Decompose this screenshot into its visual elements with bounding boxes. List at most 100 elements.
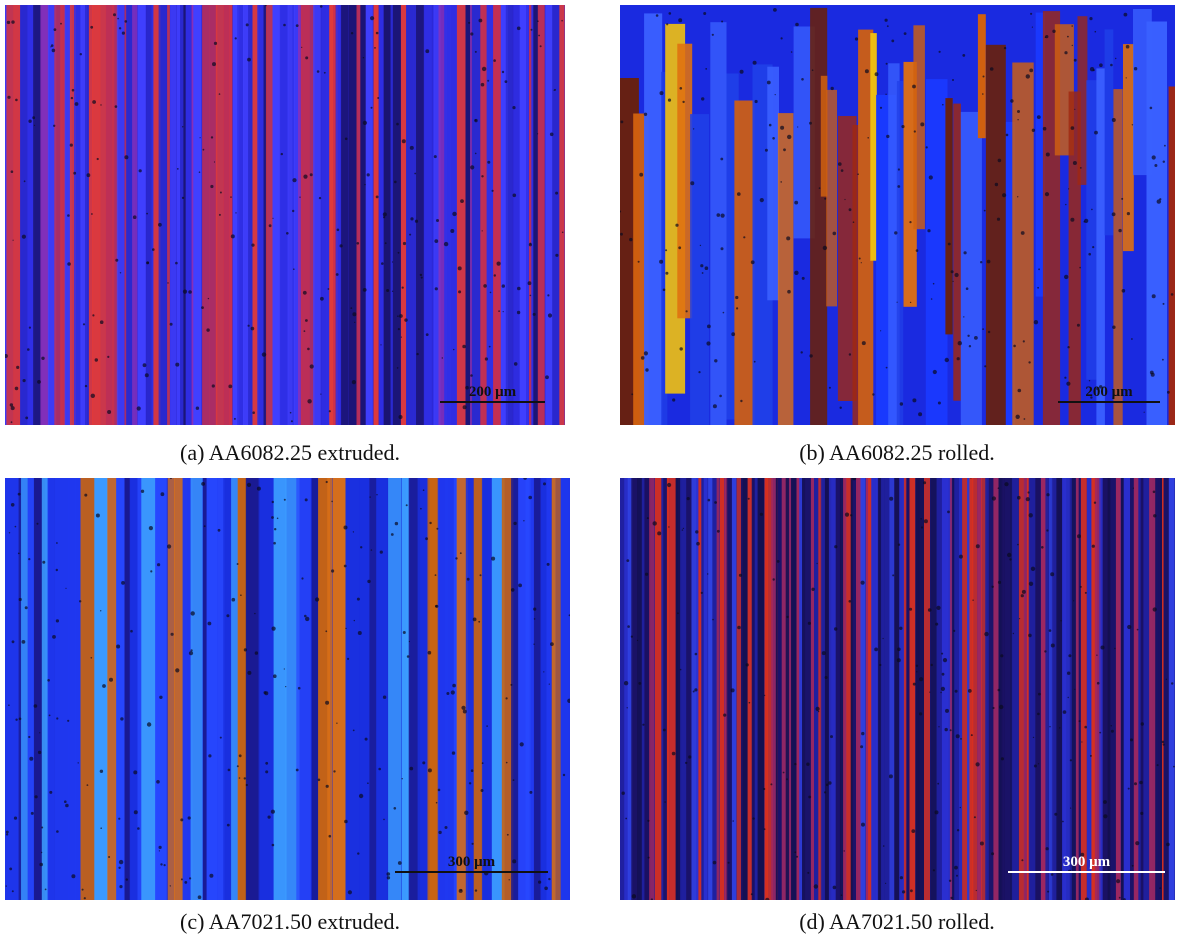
grain-stripe <box>1160 478 1163 900</box>
grain-stripe <box>383 5 391 425</box>
speckle <box>688 755 692 759</box>
grain-stripe <box>1026 478 1030 900</box>
grain-stripe <box>828 478 836 900</box>
speckle <box>422 489 425 492</box>
speckle <box>712 404 717 409</box>
speckle <box>947 510 950 514</box>
grain-stripe <box>941 478 949 900</box>
speckle <box>997 158 1002 163</box>
speckle <box>1037 286 1039 289</box>
speckle <box>747 497 750 500</box>
speckle <box>737 625 741 630</box>
speckle <box>682 527 685 530</box>
speckle <box>458 888 463 893</box>
speckle <box>909 301 912 304</box>
speckle <box>1164 144 1166 147</box>
speckle <box>896 301 898 303</box>
speckle <box>1093 501 1097 504</box>
speckle <box>67 262 71 266</box>
speckle <box>247 324 250 327</box>
speckle <box>357 852 360 855</box>
speckle <box>437 788 441 792</box>
grain-stripe <box>116 5 125 425</box>
grain-stripe <box>726 478 734 900</box>
speckle <box>848 600 852 603</box>
speckle <box>830 735 833 739</box>
grain-stripe <box>870 33 877 261</box>
grain-stripe <box>1004 478 1011 900</box>
speckle <box>425 537 428 541</box>
grain-stripe <box>703 478 708 900</box>
speckle <box>512 779 515 781</box>
grain-stripe <box>518 478 530 900</box>
grain-stripe <box>408 478 421 900</box>
speckle <box>824 197 827 200</box>
grain-stripe <box>641 478 645 900</box>
speckle <box>29 756 34 761</box>
speckle <box>699 244 702 247</box>
speckle <box>1045 847 1049 851</box>
speckle <box>73 171 77 175</box>
speckle <box>1170 293 1174 296</box>
speckle <box>10 503 15 507</box>
grain-stripe <box>126 5 136 425</box>
speckle <box>894 231 898 235</box>
speckle <box>816 562 818 565</box>
speckle <box>376 494 378 496</box>
speckle <box>195 406 200 410</box>
speckle <box>487 79 490 82</box>
speckle <box>694 652 698 656</box>
speckle <box>824 791 827 794</box>
grain-stripe <box>21 478 28 900</box>
grain-stripe <box>388 478 402 900</box>
speckle <box>958 554 963 559</box>
speckle <box>465 385 469 390</box>
speckle <box>83 897 86 900</box>
speckle <box>1091 544 1095 548</box>
grain-stripe <box>906 478 911 900</box>
speckle <box>386 872 391 876</box>
speckle <box>12 239 14 241</box>
speckle <box>436 219 439 222</box>
grain-stripe <box>116 478 125 900</box>
speckle <box>797 126 799 128</box>
speckle <box>481 175 484 178</box>
speckle <box>667 482 672 488</box>
speckle <box>782 771 785 774</box>
speckle <box>975 889 977 892</box>
speckle <box>158 850 160 852</box>
speckle <box>880 330 882 332</box>
speckle <box>690 181 695 186</box>
speckle <box>367 782 369 784</box>
speckle <box>347 657 350 661</box>
speckle <box>832 885 837 890</box>
grain-stripe <box>810 478 814 900</box>
grain-stripe <box>465 5 473 425</box>
speckle <box>390 533 394 536</box>
speckle <box>682 100 685 104</box>
speckle <box>631 894 637 899</box>
speckle <box>1072 161 1077 165</box>
speckle <box>839 406 842 409</box>
speckle <box>1151 294 1156 299</box>
speckle <box>47 679 50 682</box>
grain-stripe <box>1011 478 1019 900</box>
grain-stripe <box>74 5 83 425</box>
speckle <box>987 330 991 334</box>
grain-stripe <box>327 478 333 900</box>
speckle <box>37 380 41 384</box>
grain-stripe <box>488 478 492 900</box>
speckle <box>942 103 944 106</box>
speckle <box>1029 68 1034 73</box>
speckle <box>443 241 449 247</box>
grain-stripe <box>981 478 987 900</box>
grain-stripe <box>967 478 970 900</box>
speckle <box>137 827 140 830</box>
grain-stripe <box>1162 478 1164 900</box>
speckle <box>727 861 730 864</box>
speckle <box>530 28 533 31</box>
speckle <box>17 552 20 555</box>
speckle <box>533 643 535 645</box>
speckle <box>22 379 26 383</box>
speckle <box>1027 491 1030 494</box>
